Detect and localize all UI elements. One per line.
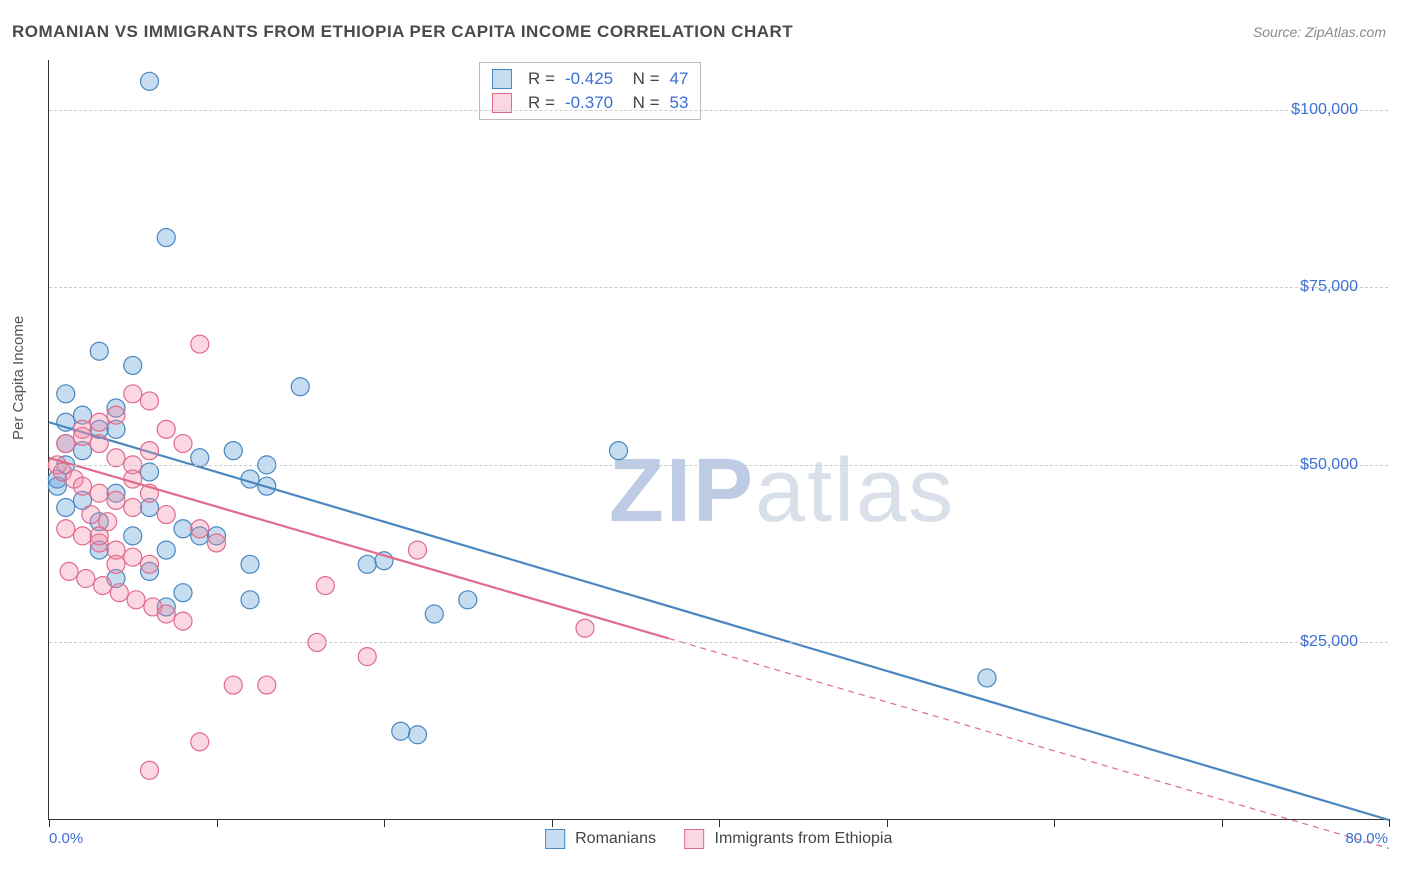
scatter-point-ethiopia [141,761,159,779]
scatter-point-ethiopia [174,612,192,630]
scatter-point-romanians [392,722,410,740]
y-tick-label: $25,000 [1300,633,1358,651]
scatter-point-romanians [174,584,192,602]
scatter-point-romanians [157,229,175,247]
x-tick [49,819,50,827]
y-axis-label: Per Capita Income [10,316,27,440]
scatter-point-ethiopia [60,562,78,580]
legend-item-romanians: Romanians [545,829,656,849]
x-tick [719,819,720,827]
scatter-point-ethiopia [90,435,108,453]
x-tick [887,819,888,827]
scatter-point-ethiopia [191,335,209,353]
scatter-point-ethiopia [90,527,108,545]
scatter-point-ethiopia [90,413,108,431]
scatter-point-ethiopia [224,676,242,694]
scatter-point-romanians [224,442,242,460]
scatter-point-ethiopia [191,733,209,751]
scatter-point-ethiopia [82,506,100,524]
scatter-point-ethiopia [74,477,92,495]
scatter-point-ethiopia [107,491,125,509]
scatter-point-romanians [241,591,259,609]
scatter-point-romanians [409,726,427,744]
gridline-h [49,642,1388,643]
plot-area: ZIPatlas R = -0.425 N = 47 R = -0.370 N … [48,60,1388,820]
scatter-point-ethiopia [124,385,142,403]
legend-bottom: Romanians Immigrants from Ethiopia [545,829,893,849]
scatter-point-romanians [57,385,75,403]
scatter-point-romanians [291,378,309,396]
x-tick [217,819,218,827]
y-tick-label: $100,000 [1291,101,1358,119]
scatter-point-romanians [610,442,628,460]
scatter-point-ethiopia [77,570,95,588]
legend-swatch-ethiopia [684,829,704,849]
scatter-point-ethiopia [358,648,376,666]
svg-layer [49,60,1388,819]
scatter-point-ethiopia [90,484,108,502]
legend-swatch-romanians [545,829,565,849]
gridline-h [49,287,1388,288]
scatter-point-romanians [174,520,192,538]
x-tick [1054,819,1055,827]
source-attribution: Source: ZipAtlas.com [1253,24,1386,40]
legend-item-ethiopia: Immigrants from Ethiopia [684,829,892,849]
scatter-point-ethiopia [107,406,125,424]
x-tick [1389,819,1390,827]
scatter-point-ethiopia [191,520,209,538]
scatter-point-ethiopia [110,584,128,602]
scatter-point-ethiopia [74,527,92,545]
scatter-point-ethiopia [94,577,112,595]
scatter-point-ethiopia [127,591,145,609]
x-tick [552,819,553,827]
x-axis-max-label: 80.0% [1345,830,1388,847]
scatter-point-ethiopia [107,555,125,573]
regression-line-romanians [49,422,1389,820]
scatter-point-ethiopia [174,435,192,453]
scatter-point-ethiopia [141,442,159,460]
scatter-point-ethiopia [124,470,142,488]
scatter-point-ethiopia [208,534,226,552]
scatter-point-romanians [141,72,159,90]
y-tick-label: $75,000 [1300,278,1358,296]
x-axis-min-label: 0.0% [49,830,83,847]
scatter-point-ethiopia [124,498,142,516]
gridline-h [49,110,1388,111]
regression-line-ethiopia [49,458,669,639]
x-tick [1222,819,1223,827]
scatter-point-romanians [124,527,142,545]
scatter-point-ethiopia [316,577,334,595]
legend-label-romanians: Romanians [575,830,656,847]
scatter-point-ethiopia [157,420,175,438]
scatter-point-romanians [978,669,996,687]
scatter-point-ethiopia [576,619,594,637]
legend-label-ethiopia: Immigrants from Ethiopia [715,830,893,847]
regression-line-dashed-ethiopia [669,638,1389,848]
scatter-point-romanians [157,541,175,559]
scatter-point-ethiopia [157,506,175,524]
scatter-point-ethiopia [141,392,159,410]
scatter-point-romanians [459,591,477,609]
scatter-point-ethiopia [141,555,159,573]
scatter-point-romanians [124,356,142,374]
scatter-point-ethiopia [57,520,75,538]
scatter-point-ethiopia [124,548,142,566]
gridline-h [49,465,1388,466]
scatter-point-romanians [90,342,108,360]
scatter-point-ethiopia [409,541,427,559]
scatter-point-romanians [425,605,443,623]
scatter-point-romanians [358,555,376,573]
scatter-point-romanians [57,498,75,516]
scatter-point-ethiopia [74,427,92,445]
scatter-point-ethiopia [157,605,175,623]
scatter-point-romanians [241,555,259,573]
scatter-point-ethiopia [57,435,75,453]
scatter-point-ethiopia [258,676,276,694]
x-tick [384,819,385,827]
y-tick-label: $50,000 [1300,456,1358,474]
chart-title: ROMANIAN VS IMMIGRANTS FROM ETHIOPIA PER… [12,22,793,42]
